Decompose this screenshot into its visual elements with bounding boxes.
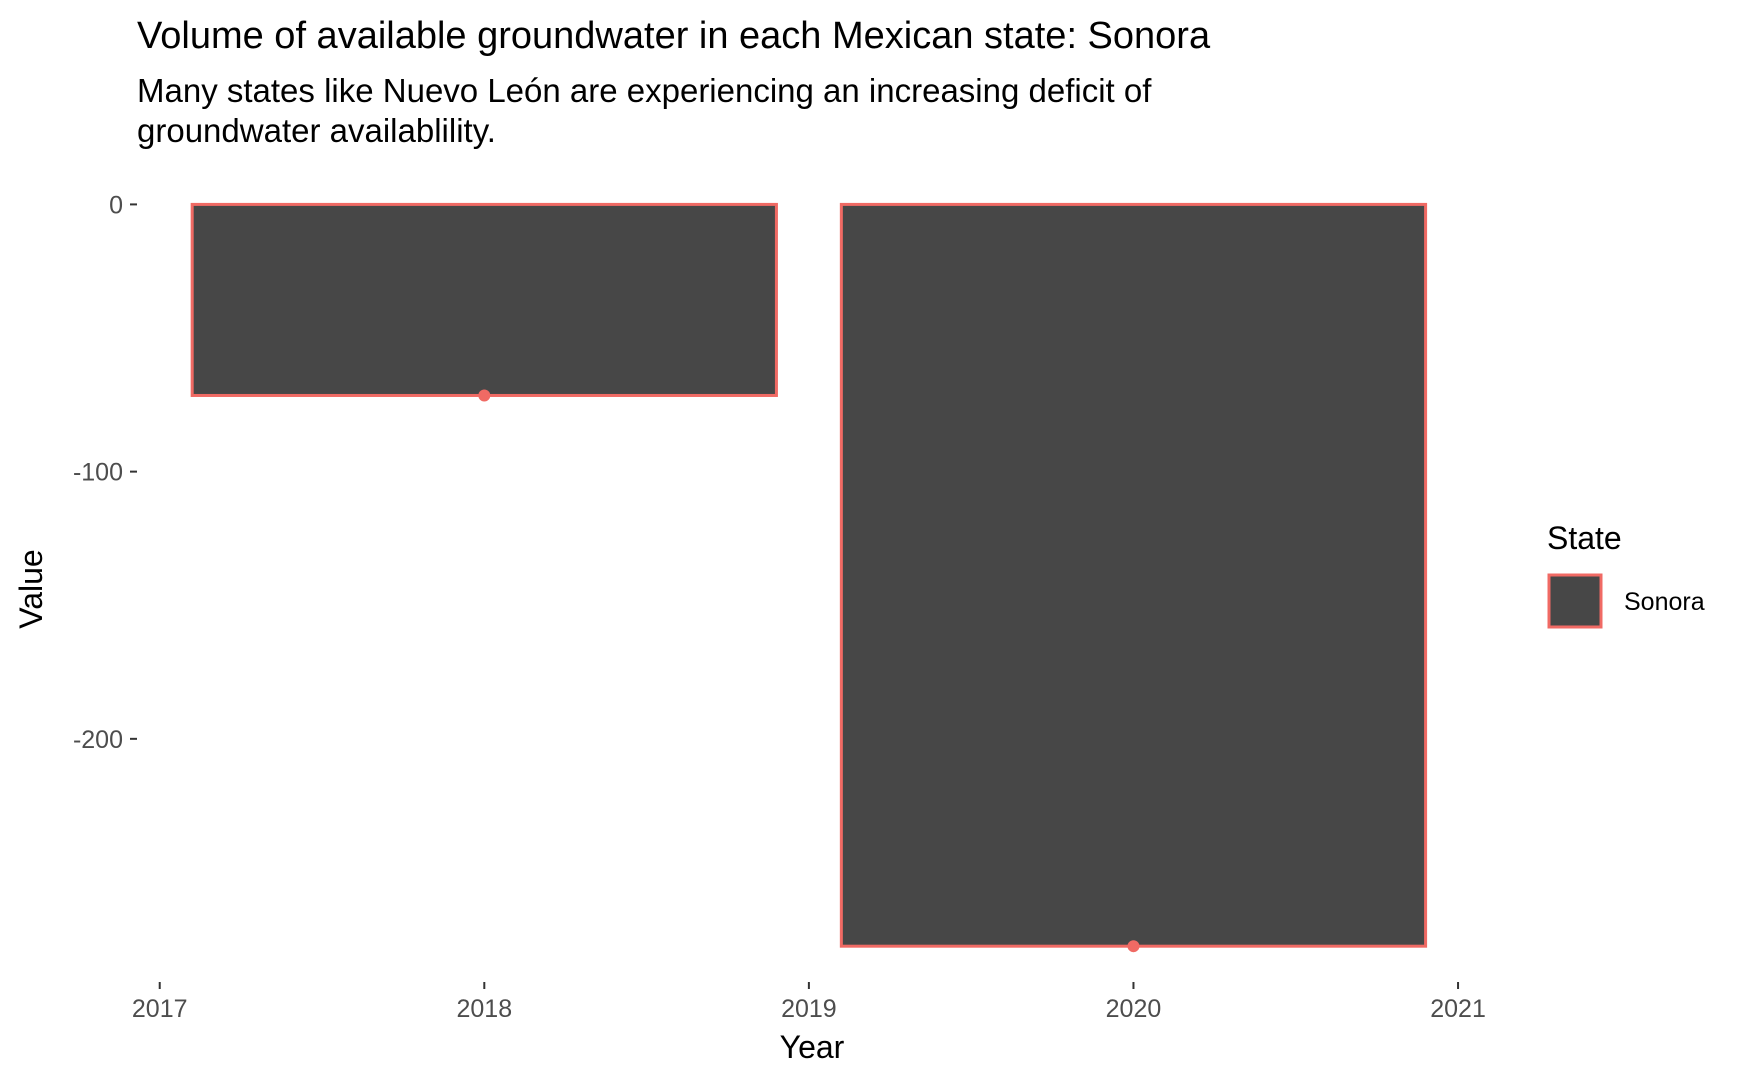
x-tick-label-2018: 2018: [456, 995, 512, 1023]
x-tick-label-2017: 2017: [132, 995, 188, 1023]
points: [478, 389, 1140, 953]
x-axis: 2017 2018 2019 2020 2021: [132, 982, 1486, 1023]
x-tick-label-2020: 2020: [1106, 995, 1162, 1023]
y-axis-title: Value: [13, 549, 49, 628]
chart-title: Volume of available groundwater in each …: [137, 15, 1211, 57]
y-axis: 0 -100 -200: [73, 191, 137, 754]
chart-subtitle-line-2: groundwater availablility.: [137, 112, 496, 149]
chart-subtitle-line-1: Many states like Nuevo León are experien…: [137, 72, 1152, 109]
legend: State Sonora: [1547, 520, 1705, 629]
y-tick-label-neg100: -100: [73, 459, 123, 487]
y-tick-label-0: 0: [109, 191, 123, 219]
legend-key-sonora: [1547, 573, 1603, 629]
y-tick-label-neg200: -200: [73, 726, 123, 754]
legend-title: State: [1547, 520, 1622, 556]
point-2020: [1127, 940, 1140, 953]
legend-label-sonora: Sonora: [1624, 588, 1705, 616]
x-axis-title: Year: [780, 1029, 845, 1065]
bar-2020: [839, 202, 1428, 948]
x-tick-label-2019: 2019: [781, 995, 837, 1023]
x-tick-label-2021: 2021: [1430, 995, 1486, 1023]
bars: [190, 202, 1428, 948]
point-2018: [478, 389, 491, 402]
bar-2018: [190, 202, 778, 397]
